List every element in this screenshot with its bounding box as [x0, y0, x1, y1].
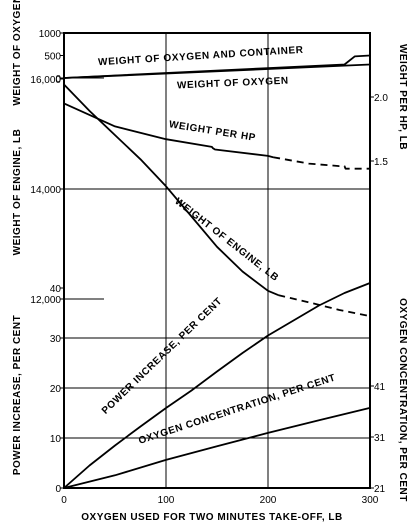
label-weight-of-oxygen: WEIGHT OF OXYGEN — [177, 76, 289, 92]
tick-label-engine_weight-12000: 12,000 — [30, 295, 61, 306]
plot-frame — [63, 32, 371, 489]
x-tick-label-300: 300 — [362, 495, 379, 506]
tick-label-oxygen_concentration-41: 41 — [374, 382, 386, 393]
series-line-4-segment-0 — [63, 282, 371, 489]
engine-weight-axis-title: WEIGHT OF ENGINE, LB — [12, 129, 23, 256]
curve-lines — [63, 54, 371, 489]
tick-label-power_increase-10: 10 — [50, 434, 62, 445]
tick-label-engine_weight-16000: 16,000 — [30, 75, 61, 86]
tick-labels: 0 100 200 3001000500016,00014,00012,0004030… — [30, 29, 388, 506]
x-tick-label-200: 200 — [260, 495, 277, 506]
label-weight-of-engine: WEIGHT OF ENGINE, LB — [172, 196, 280, 284]
tick-label-oxygen_weight-0: 0 — [55, 74, 61, 85]
tick-label-power_increase-0: 0 — [55, 484, 61, 495]
tick-label-engine_weight-14000: 14,000 — [30, 185, 61, 196]
label-weight-per-hp: WEIGHT PER HP — [168, 119, 256, 144]
tick-label-power_increase-30: 30 — [50, 334, 62, 345]
tick-label-oxygen_concentration-31: 31 — [374, 433, 386, 444]
oxygen-weight-axis-title: WEIGHT OF OXYGEN, LB — [12, 0, 23, 106]
tick-label-weight_per_hp-1.5: 1.5 — [374, 157, 388, 168]
tick-label-power_increase-40: 40 — [50, 284, 62, 295]
tick-label-oxygen_weight-500: 500 — [44, 52, 61, 63]
series-line-1-segment-0 — [63, 63, 371, 79]
series-line-2-segment-0 — [63, 102, 274, 159]
x-tick-label-0: 0 — [61, 495, 67, 506]
tick-label-oxygen_weight-1000: 1000 — [39, 29, 62, 40]
grid-lines — [64, 33, 370, 488]
label-oxygen-and-container: WEIGHT OF OXYGEN AND CONTAINER — [98, 45, 304, 69]
oxygen-concentration-axis-title: OXYGEN CONCENTRATION, PER CENT — [397, 298, 408, 502]
tick-label-power_increase-20: 20 — [50, 384, 62, 395]
series-line-3-segment-0 — [63, 83, 279, 296]
series-line-2-segment-1 — [272, 156, 370, 170]
series-line-3-segment-1 — [277, 294, 371, 317]
label-oxygen-concentration: OXYGEN CONCENTRATION, PER CENT — [137, 372, 337, 446]
x-tick-label-100: 100 — [158, 495, 175, 506]
x-axis-title: OXYGEN USED FOR TWO MINUTES TAKE-OFF, LB — [81, 512, 342, 523]
series-line-5-segment-0 — [63, 407, 371, 489]
power-increase-axis-title: POWER INCREASE, PER CENT — [12, 315, 23, 475]
tick-label-oxygen_concentration-21: 21 — [374, 484, 386, 495]
tick-label-weight_per_hp-2: 2.0 — [374, 93, 388, 104]
weight-per-hp-axis-title: WEIGHT PER HP, LB — [397, 44, 408, 150]
label-power-increase: POWER INCREASE, PER CENT — [100, 296, 225, 417]
